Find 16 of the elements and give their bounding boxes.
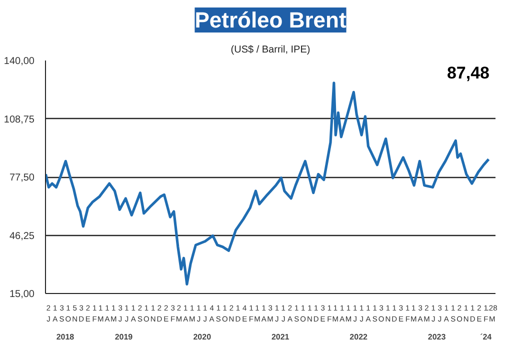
x2-tick-label: 2022 [350, 332, 368, 342]
annotation: 87,48 [446, 64, 490, 82]
y-tick-label: 108,75 [4, 114, 35, 126]
y-tick-label: 15,00 [9, 289, 35, 300]
x2-tick-label: ´24 [480, 332, 492, 342]
x2-tick-label: 2021 [271, 332, 290, 342]
line-series [46, 82, 490, 286]
x2-tick-label: 2020 [193, 332, 212, 342]
chart-title: Petróleo Brent [194, 8, 347, 32]
y-tick-label: 77,50 [9, 172, 35, 184]
x2-tick-label: 2019 [114, 332, 134, 342]
x2-tick-label: 2023 [428, 332, 446, 342]
chart-subtitle: (US$ / Barril, IPE) [230, 44, 310, 56]
y-tick-label: 46,25 [9, 230, 35, 242]
x2-tick-label: 2018 [56, 332, 75, 342]
y-tick-label: 140,00 [4, 56, 35, 67]
